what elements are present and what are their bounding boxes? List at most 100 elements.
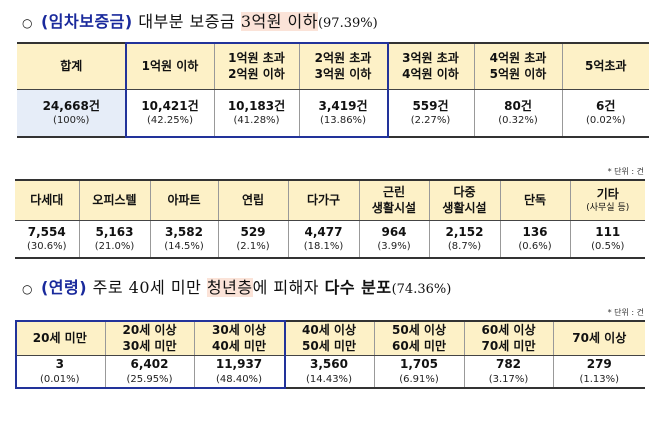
section-title-deposit: ○ (임차보증금) 대부분 보증금 3억원 이하(97.39%) (22, 8, 378, 32)
percent-value: (42.25%) (147, 115, 193, 127)
count-value: 4,477 (304, 224, 343, 239)
header-cell: 1억원 이하 (125, 42, 215, 90)
header-label: 70세 이상 (572, 331, 627, 346)
data-cell: 559건 (2.27%) (386, 89, 475, 138)
unit-note: * 단위 : 건 (607, 308, 644, 317)
section-key: (임차보증금) (40, 12, 133, 31)
header-label: 다세대 (30, 193, 64, 208)
data-cell: 3,582 (14.5%) (149, 220, 219, 259)
data-cell: 10,183건 (41.28%) (213, 89, 300, 138)
percent-value: (0.5%) (591, 241, 625, 253)
percent-value: (14.43%) (306, 373, 352, 385)
header-label: 생활시설 (442, 201, 487, 216)
header-label: 3억원 이하 (314, 67, 372, 82)
count-value: 964 (381, 224, 407, 239)
count-value: 559건 (412, 98, 449, 113)
header-label: 5억초과 (585, 59, 627, 74)
count-value: 10,421건 (141, 98, 199, 113)
header-label: 30세 미만 (122, 339, 177, 354)
table-header-row: 20세 미만 20세 이상 30세 미만 30세 이상 40세 미만 40세 이상 50세 … (15, 320, 645, 356)
header-cell: 30세 이상 40세 미만 (193, 320, 285, 356)
unit-note: * 단위 : 건 (607, 167, 644, 176)
count-value: 5,163 (95, 224, 134, 239)
section-key: (연령) (40, 278, 88, 297)
header-cell: 3억원 초과 4억원 이하 (386, 42, 475, 90)
header-cell: 다세대 (15, 179, 80, 221)
header-cell: 단독 (499, 179, 571, 221)
header-label: 40세 이상 (302, 323, 356, 338)
header-label: 다가구 (306, 193, 341, 208)
count-value: 7,554 (27, 224, 66, 239)
count-value: 10,183건 (227, 98, 286, 113)
header-cell: 다중 생활시설 (428, 179, 501, 221)
header-label: 50세 이상 (392, 323, 446, 338)
bullet-icon: ○ (22, 282, 33, 296)
header-label: 20세 미만 (32, 331, 87, 346)
count-value: 3,419건 (318, 98, 368, 113)
percent-value: (1.13%) (579, 373, 620, 385)
percent-value: (3.17%) (488, 373, 529, 385)
header-cell: 아파트 (149, 179, 219, 221)
header-label: 생활시설 (371, 201, 417, 216)
count-value: 6,402 (130, 357, 169, 372)
count-value: 6건 (596, 98, 616, 113)
percent-value: (6.91%) (399, 373, 439, 385)
percent-value: (0.32%) (498, 115, 538, 127)
percent-value: (0.6%) (518, 241, 552, 253)
header-cell: 4억원 초과 5억원 이하 (473, 42, 563, 90)
percent-value: (2.27%) (410, 115, 451, 127)
count-value: 11,937 (215, 357, 263, 372)
header-label: 50세 미만 (302, 339, 356, 354)
data-cell: 279 (1.13%) (552, 355, 645, 389)
percent-value: (8.7%) (447, 241, 482, 253)
data-cell: 1,705 (6.91%) (373, 355, 465, 389)
header-cell: 합계 (17, 42, 127, 90)
data-cell: 11,937 (48.40%) (193, 355, 285, 389)
title-text: 주로 40세 미만 (92, 278, 202, 297)
header-label: 1억원 초과 (228, 51, 285, 66)
data-cell: 782 (3.17%) (463, 355, 554, 389)
deposit-table: 합계 1억원 이하 1억원 초과 2억원 이하 2억원 초과 3억원 이하 3억원 초과 4억… (17, 42, 649, 138)
header-label: 오피스텔 (92, 193, 137, 208)
header-label: 2억원 이하 (228, 67, 285, 82)
header-cell: 1억원 초과 2억원 이하 (213, 42, 300, 90)
percent-value: (41.28%) (233, 115, 280, 127)
header-label: 단독 (523, 193, 547, 208)
count-value: 136 (522, 224, 548, 239)
data-cell: 80건 (0.32%) (473, 89, 563, 138)
count-value: 80건 (504, 98, 532, 113)
table-row: 7,554 (30.6%) 5,163 (21.0%) 3,582 (14.5%) 529 (… (15, 220, 645, 259)
data-cell: 10,421건 (42.25%) (125, 89, 215, 138)
title-bold: 다수 분포 (324, 278, 392, 297)
percent-value: (100%) (53, 115, 90, 127)
header-cell: 70세 이상 (552, 320, 645, 356)
bullet-icon: ○ (22, 16, 33, 30)
percent-value: (18.1%) (303, 241, 344, 253)
percent-value: (0.02%) (585, 115, 626, 127)
header-label: 70세 미만 (481, 339, 536, 354)
title-highlight: 3억원 이하 (240, 12, 318, 31)
percent-value: (30.6%) (26, 241, 67, 253)
table-header-row: 다세대 오피스텔 아파트 연립 다가구 근린 생활시설 다중 생활시설 단독 기타 (사무실 등) (15, 179, 645, 221)
header-cell: 40세 이상 50세 미만 (283, 320, 375, 356)
header-label: 2억원 초과 (314, 51, 372, 66)
data-cell: 6건 (0.02%) (561, 89, 649, 138)
header-label: 다중 (453, 185, 476, 200)
title-percent: (74.36%) (391, 282, 452, 297)
count-value: 279 (586, 357, 612, 372)
title-highlight: 청년층 (206, 278, 253, 297)
header-cell: 20세 미만 (15, 320, 106, 356)
section-title-age: ○ (연령) 주로 40세 미만 청년층에 피해자 다수 분포(74.36%) (22, 274, 451, 298)
header-cell: 기타 (사무실 등) (569, 179, 645, 221)
header-cell: 오피스텔 (78, 179, 151, 221)
header-sublabel: (사무실 등) (586, 203, 630, 214)
age-table: 20세 미만 20세 이상 30세 미만 30세 이상 40세 미만 40세 이상 50세 … (15, 320, 645, 389)
title-text-2: 에 피해자 (252, 278, 320, 297)
header-label: 20세 이상 (122, 323, 177, 338)
header-label: 4억원 이하 (402, 67, 459, 82)
header-cell: 연립 (217, 179, 289, 221)
data-cell: 7,554 (30.6%) (15, 220, 80, 259)
percent-value: (13.86%) (320, 115, 366, 127)
header-cell: 5억초과 (561, 42, 649, 90)
